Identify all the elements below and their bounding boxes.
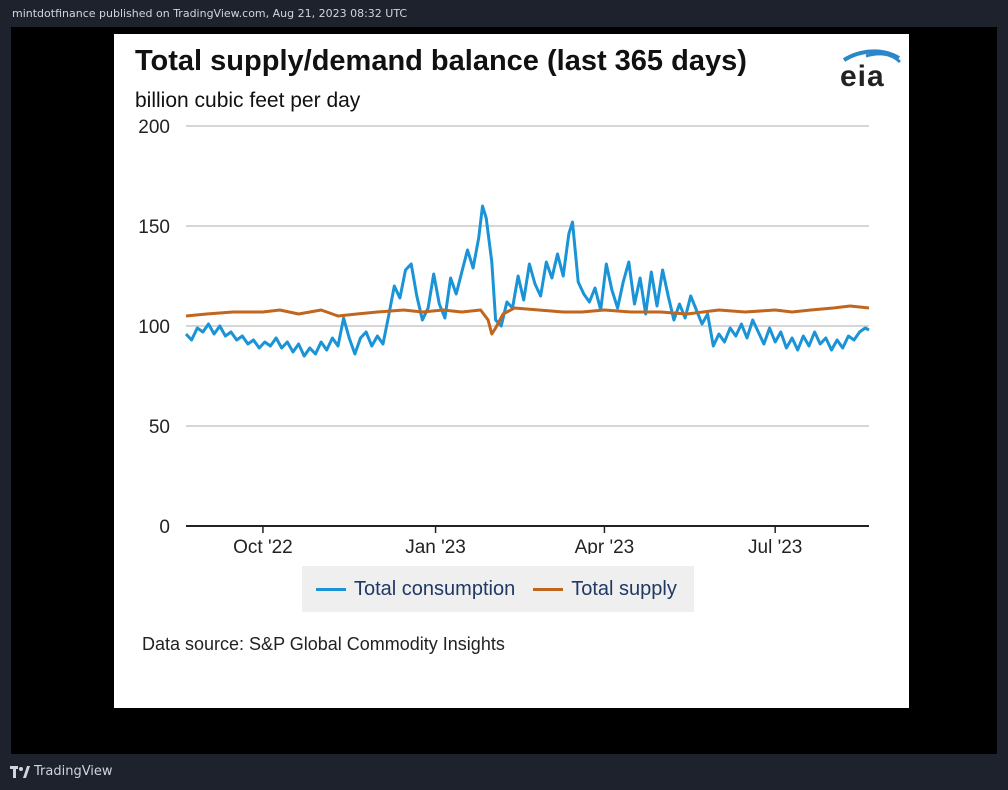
y-tick-label: 150	[138, 217, 170, 238]
chart-panel: Total supply/demand balance (last 365 da…	[114, 34, 909, 708]
series-line-supply	[185, 304, 870, 336]
legend-swatch-supply	[533, 587, 564, 591]
legend-swatch-consumption	[316, 587, 346, 591]
y-tick-label: 100	[138, 317, 170, 338]
line-chart: 0 50 100 150 200 Oct '22 Jan '23 Apr '23 Jul '2…	[138, 117, 870, 554]
x-tick-label: Jul '23	[748, 537, 802, 554]
tradingview-brand[interactable]: TradingView	[10, 764, 113, 779]
y-tick-label: 200	[138, 117, 170, 138]
series-line-consumption	[184, 204, 870, 358]
y-tick-label: 0	[159, 517, 170, 538]
legend-label-supply: Total supply	[571, 577, 677, 600]
data-source-note: Data source: S&P Global Commodity Insigh…	[142, 634, 505, 654]
x-tick-label: Jan '23	[405, 537, 466, 554]
legend-item-consumption: Total consumption	[316, 578, 515, 601]
eia-logo-text: eia	[840, 60, 885, 90]
y-tick-label: 50	[149, 417, 170, 438]
tradingview-brand-label: TradingView	[34, 764, 113, 779]
chart-subtitle: billion cubic feet per day	[135, 89, 361, 112]
y-axis-ticks: 0 50 100 150 200	[138, 117, 170, 538]
publish-caption: mintdotfinance published on TradingView.…	[12, 7, 408, 20]
x-axis-ticks: Oct '22 Jan '23 Apr '23 Jul '23	[233, 526, 802, 554]
chart-title: Total supply/demand balance (last 365 da…	[135, 45, 747, 77]
series-lines	[184, 204, 870, 358]
eia-logo-icon: eia	[840, 49, 902, 90]
legend-label-consumption: Total consumption	[354, 577, 516, 600]
x-tick-label: Oct '22	[233, 537, 293, 554]
tradingview-logo-icon	[10, 765, 30, 778]
chart-legend: Total consumption Total supply	[302, 566, 694, 612]
legend-item-supply: Total supply	[533, 578, 677, 601]
x-tick-label: Apr '23	[575, 537, 635, 554]
